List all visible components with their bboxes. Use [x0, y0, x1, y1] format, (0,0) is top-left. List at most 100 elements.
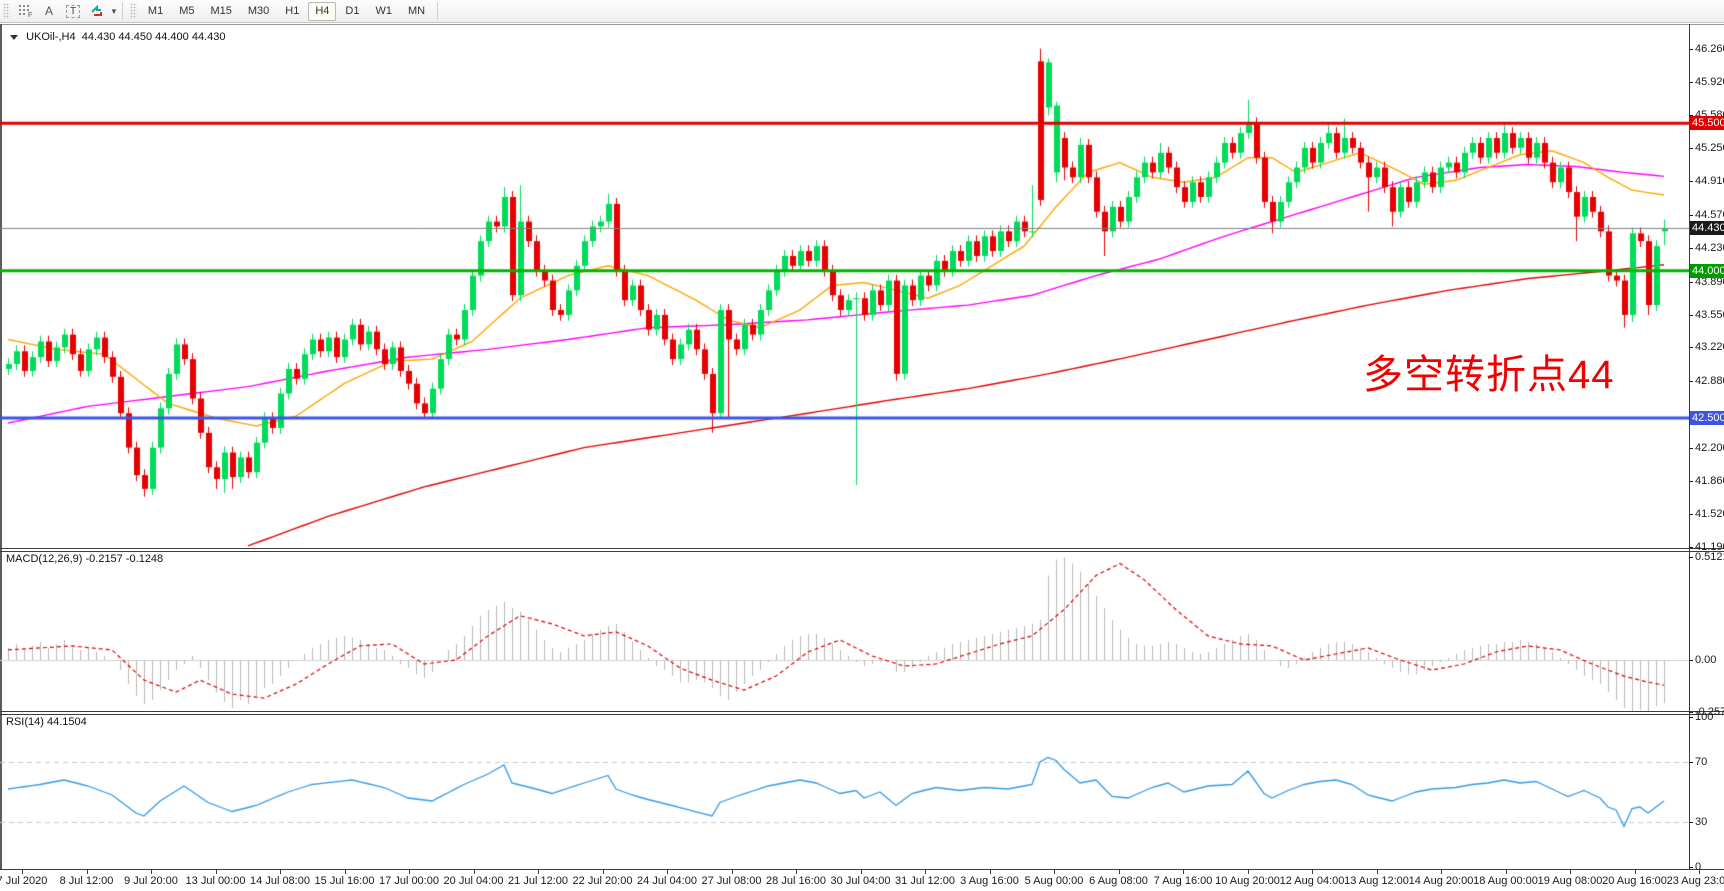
- rsi-indicator-canvas[interactable]: [0, 715, 1690, 868]
- price-tick-42.200-tick: [1689, 448, 1693, 449]
- price-tag-42.500: 42.500: [1690, 411, 1724, 425]
- price-tick-43.220: 43.220: [1695, 341, 1724, 353]
- price-tick-42.880: 42.880: [1695, 375, 1724, 387]
- price-tick-44.230-tick: [1689, 248, 1693, 249]
- price-tag-44.000: 44.000: [1690, 264, 1724, 278]
- macd-main-value: -0.2157: [85, 553, 123, 565]
- time-tick: [151, 870, 152, 874]
- time-tick: [1441, 870, 1442, 874]
- timeframe-button-D1[interactable]: D1: [345, 5, 360, 17]
- time-tick: [1183, 870, 1184, 874]
- price-axis-border: [1689, 24, 1690, 869]
- macd-axis-0.5121: 0.5121: [1695, 551, 1724, 563]
- timeframe-button-W1[interactable]: W1: [375, 5, 392, 17]
- macd-indicator-canvas[interactable]: [0, 552, 1690, 712]
- time-tick: [1054, 870, 1055, 874]
- time-label-24: 18 Aug 00:00: [1473, 875, 1538, 887]
- macd-axis--0.2578: -0.2578: [1695, 706, 1724, 718]
- timeframe-button-M15[interactable]: M15: [210, 5, 232, 17]
- time-label-2: 8 Jul 12:00: [59, 875, 114, 887]
- rsi-axis-0: 0: [1695, 861, 1702, 873]
- price-tick-42.200: 42.200: [1695, 442, 1724, 454]
- time-label-25: 19 Aug 08:00: [1537, 875, 1603, 887]
- chart-title: UKOil-,H4 44.430 44.450 44.400 44.430: [10, 31, 226, 43]
- time-tick: [280, 870, 281, 874]
- time-tick: [1506, 870, 1507, 874]
- timeframe-grip[interactable]: [129, 3, 137, 19]
- macd-signal-value: -0.1248: [125, 553, 164, 565]
- price-tick-43.890-tick: [1689, 282, 1693, 283]
- time-label-8: 20 Jul 04:00: [443, 875, 504, 887]
- time-label-4: 13 Jul 00:00: [185, 875, 246, 887]
- price-tick-44.230: 44.230: [1695, 242, 1724, 254]
- rsi-label: RSI(14) 44.1504: [6, 716, 87, 728]
- cursor-arrows-icon: [91, 4, 102, 16]
- time-label-12: 27 Jul 08:00: [701, 875, 762, 887]
- time-label-15: 31 Jul 12:00: [895, 875, 955, 887]
- pane-separator[interactable]: [0, 714, 1724, 715]
- text-box-tool[interactable]: T: [62, 2, 84, 21]
- time-tick: [216, 870, 217, 874]
- rsi-axis-70-tick: [1689, 762, 1693, 763]
- time-label-11: 24 Jul 04:00: [637, 875, 697, 887]
- pane-separator[interactable]: [0, 711, 1724, 712]
- timeframe-button-M30[interactable]: M30: [247, 5, 270, 17]
- timeframe-button-M1[interactable]: M1: [147, 5, 164, 17]
- price-tick-44.570-tick: [1689, 215, 1693, 216]
- chart-text-annotation[interactable]: 多空转折点44: [1363, 353, 1615, 397]
- font-label-tool[interactable]: A: [44, 4, 53, 18]
- price-chart-canvas[interactable]: [0, 25, 1690, 549]
- timeframe-button-H1[interactable]: H1: [285, 5, 300, 17]
- timeframe-button-H4[interactable]: H4: [308, 1, 337, 21]
- price-tick-41.190-tick: [1689, 547, 1693, 548]
- macd-axis-0.5121-tick: [1689, 557, 1693, 558]
- time-tick: [1635, 870, 1636, 874]
- time-label-20: 10 Aug 20:00: [1215, 875, 1280, 887]
- price-tick-45.250-tick: [1689, 148, 1693, 149]
- price-tick-41.860: 41.860: [1695, 475, 1724, 487]
- time-label-10: 22 Jul 20:00: [572, 875, 633, 887]
- time-tick: [1699, 870, 1700, 874]
- time-label-16: 3 Aug 16:00: [960, 875, 1019, 887]
- symbol-timeframe: UKOil-,H4: [26, 31, 76, 43]
- price-tick-45.250: 45.250: [1695, 142, 1724, 154]
- timeframe-button-M5[interactable]: M5: [179, 5, 195, 17]
- time-tick: [667, 870, 668, 874]
- macd-axis-0.00-tick: [1689, 660, 1693, 661]
- cursor-mode-dropdown[interactable]: ▼: [110, 6, 118, 16]
- top-toolbar: F A T ▼ M1 M5 M15 M30 H1 H4 D1 W1 MN: [0, 0, 1724, 23]
- rsi-axis-30-tick: [1689, 822, 1693, 823]
- time-label-1: 7 Jul 2020: [0, 875, 48, 887]
- time-label-26: 20 Aug 16:00: [1602, 875, 1667, 887]
- toolbar-grip[interactable]: [3, 3, 10, 19]
- time-label-14: 30 Jul 04:00: [830, 875, 891, 887]
- grid-properties-icon[interactable]: F: [14, 2, 36, 21]
- time-axis[interactable]: 7 Jul 2020 8 Jul 12:00 9 Jul 20:00 13 Jul 0…: [0, 869, 1724, 891]
- collapse-arrow-icon[interactable]: [10, 35, 18, 40]
- pane-separator[interactable]: [0, 551, 1724, 552]
- time-tick: [1119, 870, 1120, 874]
- ohlc-close: 44.430: [191, 31, 226, 43]
- time-label-23: 14 Aug 20:00: [1408, 875, 1474, 887]
- time-tick: [22, 870, 23, 874]
- window-border: [0, 24, 1724, 25]
- cursor-mode-tool[interactable]: [86, 2, 108, 21]
- timeframe-button-MN[interactable]: MN: [407, 5, 426, 17]
- time-label-9: 21 Jul 12:00: [508, 875, 568, 887]
- price-tick-41.190: 41.190: [1695, 541, 1724, 553]
- chart-window: UKOil-,H4 44.430 44.450 44.400 44.430 多空…: [0, 24, 1724, 891]
- svg-text:F: F: [28, 12, 32, 18]
- time-tick: [345, 870, 346, 874]
- time-label-3: 9 Jul 20:00: [124, 875, 178, 887]
- pane-separator[interactable]: [0, 548, 1724, 549]
- time-tick: [925, 870, 926, 874]
- time-label-18: 6 Aug 08:00: [1089, 875, 1148, 887]
- price-tick-44.910: 44.910: [1695, 175, 1724, 187]
- timeframe-group: M1 M5 M15 M30 H1 H4 D1 W1 MN: [140, 1, 433, 21]
- time-tick: [474, 870, 475, 874]
- time-label-17: 5 Aug 00:00: [1024, 875, 1084, 887]
- rsi-name: RSI(14): [6, 716, 44, 728]
- price-tag-44.430: 44.430: [1690, 221, 1724, 235]
- rsi-axis-0-tick: [1689, 867, 1693, 868]
- time-label-22: 13 Aug 12:00: [1344, 875, 1409, 887]
